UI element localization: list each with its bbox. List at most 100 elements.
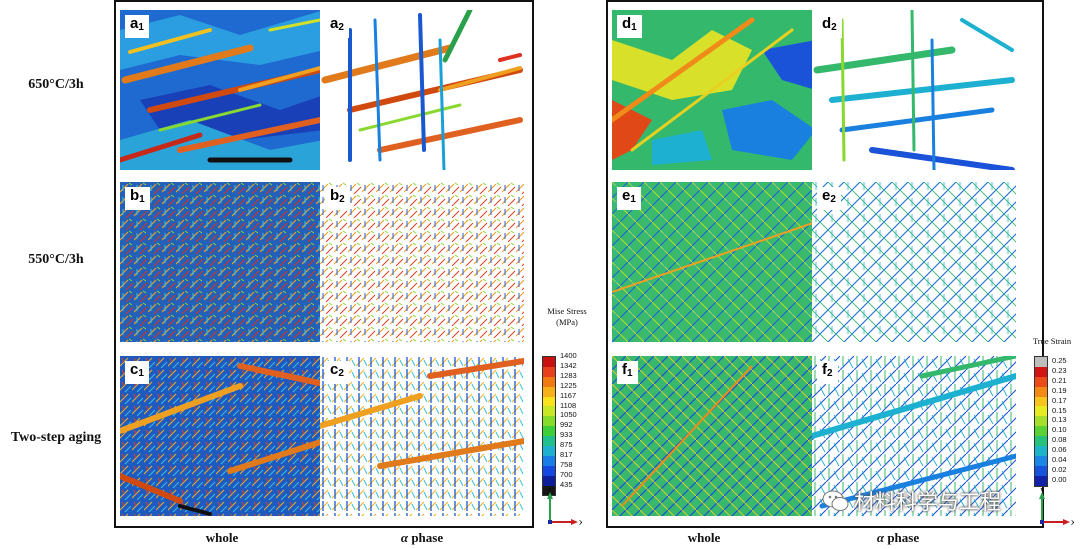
strain-scale-tick-label: 0.02 [1052,464,1067,474]
strain-scale-color-cell [1034,455,1048,466]
row-label-550: 550°C/3h [28,252,84,267]
strain-scale-color-cell [1034,416,1048,427]
strain-scale-color-cell [1034,366,1048,377]
panel-tag-f1: f1 [617,361,638,384]
axis-triad-left: Y X [542,486,584,528]
strain-scale-tick-label: 0.10 [1052,425,1067,435]
stress-scale-color-cell [542,426,556,437]
strain-scale-tick-label: 0.21 [1052,375,1067,385]
panel-f2-strain-two-step-alpha: f2 [812,356,1016,516]
stress-scale-color-cell [542,485,556,496]
stress-scale-tick-label: 1283 [560,370,577,380]
stress-scale-color-cell [542,396,556,407]
stress-scale-tick-label: 1400 [560,351,577,360]
stress-scale-ticks: 1400 1342 1283 1225 1167 1108 1050 992 933 875 817… [560,351,577,490]
wechat-icon [822,490,849,511]
panel-e2-strain-550-alpha: e2 [812,182,1016,342]
panel-a2-stress-650-alpha: a2 [320,10,524,170]
stress-scale-tick-label: 758 [560,459,573,469]
stress-scale-color-cell [542,416,556,427]
strain-scale-color-cell [1034,396,1048,407]
panel-tag-c2: c2 [325,361,349,384]
stress-scale-color-cell [542,446,556,456]
panel-b2-stress-550-alpha: b2 [320,182,524,342]
stress-scale-color-cell [542,406,556,417]
wechat-watermark: 材料科学与工程 [822,486,1001,516]
stress-scale-tick-label: 1108 [560,400,577,410]
stress-scale-tick-label: 875 [560,440,573,450]
panel-d1-strain-650: d1 [612,10,816,170]
strain-scale-tick-label: 0.06 [1052,445,1067,455]
panel-f1-strain-two-step: f1 [612,356,816,516]
strain-scale-color-cell [1034,406,1048,417]
panel-tag-c1: c1 [125,361,149,384]
stress-scale-color-cell [542,366,556,377]
strain-scale-color-cell [1034,386,1048,397]
row-label-650: 650°C/3h [28,77,84,92]
panel-tag-e2: e2 [817,187,841,210]
stress-legend-title: Mise Stress (MPa) [547,306,587,327]
panel-tag-d1: d1 [617,15,642,38]
stress-scale-tick-label: 700 [560,469,573,479]
panel-tag-b1: b1 [125,187,150,210]
strain-scale-color-cell [1034,436,1048,447]
stress-scale-color-cell [542,465,556,476]
stress-scale-tick-label: 817 [560,450,573,460]
axis-x-label: X [1071,520,1074,527]
stress-scale-color-cell [542,386,556,397]
stress-scale-color-cell [542,357,556,367]
panel-d2-strain-650-alpha: d2 [812,10,1016,170]
stress-scale-color-cell [542,475,556,486]
panel-tag-e1: e1 [617,187,641,210]
column-label-alpha-left: α phase [400,530,444,545]
panel-e1-strain-550: e1 [612,182,816,342]
strain-scale-color-cell [1034,465,1048,476]
column-label-alpha-right: α phase [876,530,920,545]
strain-scale-ticks: 0.25 0.23 0.21 0.19 0.17 0.15 0.13 0.10 0.08 0.06… [1052,356,1067,485]
strain-scale-tick-label: 0.15 [1052,405,1067,415]
strain-color-scale [1034,356,1048,487]
strain-scale-tick-label: 0.23 [1052,365,1067,375]
stress-scale-tick-label: 992 [560,420,573,430]
panel-c1-stress-two-step: c1 [120,356,324,516]
strain-scale-tick-label: 0.04 [1052,455,1067,465]
strain-scale-color-cell [1034,357,1048,367]
stress-scale-tick-label: 1342 [560,360,577,370]
stress-scale-tick-label: 1050 [560,410,577,420]
stress-scale-color-cell [542,436,556,447]
stress-scale-tick-label: 933 [560,430,573,440]
panel-b1-stress-550: b1 [120,182,324,342]
strain-scale-tick-label: 0.00 [1052,474,1067,484]
panel-tag-d2: d2 [817,15,842,38]
panel-tag-b2: b2 [325,187,350,210]
strain-scale-color-cell [1034,446,1048,456]
stress-scale-color-cell [542,376,556,387]
stress-scale-color-cell [542,455,556,466]
panel-tag-a1: a1 [125,15,149,38]
strain-scale-tick-label: 0.25 [1052,356,1067,365]
strain-scale-color-cell [1034,376,1048,387]
stress-scale-tick-label: 1225 [560,380,577,390]
strain-scale-color-cell [1034,426,1048,437]
stress-scale-tick-label: 1167 [560,390,577,400]
stress-color-scale [542,356,556,497]
strain-legend-title: True Strain [1032,336,1072,346]
strain-scale-tick-label: 0.19 [1052,385,1067,395]
row-label-two-step: Two-step aging [10,430,102,445]
column-label-whole-right: whole [687,530,721,545]
strain-scale-tick-label: 0.17 [1052,395,1067,405]
axis-y-label: Y [1039,488,1044,493]
axis-x-label: X [579,520,582,527]
axis-triad-right: Y X [1034,486,1076,528]
strain-scale-tick-label: 0.13 [1052,415,1067,425]
column-label-whole-left: whole [205,530,239,545]
panel-tag-f2: f2 [817,361,838,384]
panel-tag-a2: a2 [325,15,349,38]
watermark-text: 材料科学与工程 [854,490,1001,514]
strain-scale-color-cell [1034,475,1048,486]
axis-y-label: Y [547,488,552,493]
panel-c2-stress-two-step-alpha: c2 [320,356,524,516]
strain-scale-tick-label: 0.08 [1052,435,1067,445]
panel-a1-stress-650: a1 [120,10,324,170]
stress-scale-tick-label: 435 [560,479,573,489]
